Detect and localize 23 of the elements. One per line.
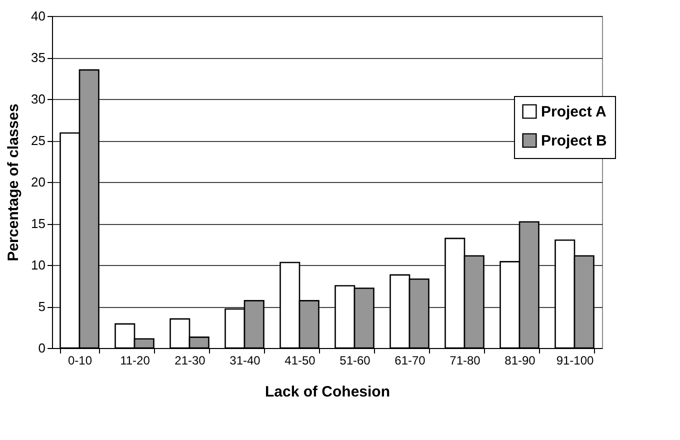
y-tick-label: 25	[31, 133, 46, 148]
y-tick-label: 40	[31, 8, 46, 24]
y-tick-label: 35	[31, 50, 46, 65]
x-tick-label: 31-40	[230, 354, 261, 368]
y-axis-title: Percentage of classes	[5, 104, 22, 262]
x-tick-label: 61-70	[394, 354, 426, 368]
x-tick-label: 91-100	[556, 354, 594, 368]
y-tick-label: 10	[31, 258, 46, 272]
x-tick-label: 11-20	[120, 354, 150, 368]
x-axis-title: Lack of Cohesion	[264, 384, 390, 400]
x-tick-label: 21-30	[174, 354, 206, 368]
y-tick-label: 5	[38, 299, 46, 314]
x-tick-label: 0-10	[68, 354, 92, 368]
legend-label: Project A	[541, 104, 606, 120]
x-tick-label: 81-90	[504, 354, 536, 368]
y-tick-label: 20	[31, 174, 46, 190]
legend-label: Project B	[541, 132, 608, 150]
y-tick-label: 30	[31, 92, 46, 106]
x-tick-label: 51-60	[340, 354, 371, 368]
y-tick-label: 0	[38, 340, 46, 356]
y-tick-label: 15	[31, 216, 46, 231]
x-tick-label: 41-50	[284, 354, 316, 368]
x-tick-label: 71-80	[450, 354, 481, 368]
